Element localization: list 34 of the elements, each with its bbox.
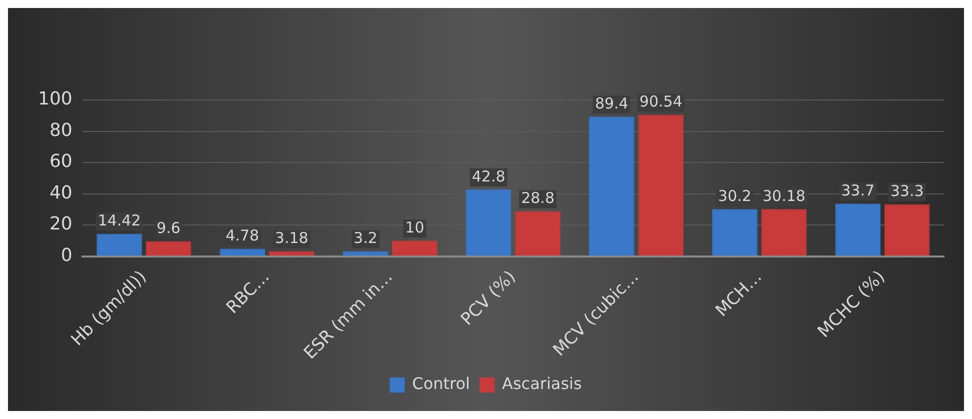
data-label: 14.42 [98, 212, 141, 230]
y-tick-label: 20 [49, 214, 72, 235]
data-label: 89.4 [594, 94, 628, 112]
data-label: 33.7 [841, 181, 875, 200]
data-label: 42.8 [472, 167, 506, 186]
bar [638, 114, 684, 256]
data-label: 3.18 [274, 229, 308, 248]
y-tick-label: 0 [60, 244, 72, 266]
bar [392, 240, 438, 256]
data-label: 3.2 [354, 229, 378, 248]
data-label: 33.3 [890, 182, 924, 200]
bar [589, 116, 634, 256]
bar [835, 204, 880, 256]
bar [712, 209, 758, 256]
y-tick-label: 80 [49, 120, 72, 141]
data-label: 28.8 [521, 189, 554, 208]
bar [515, 211, 560, 256]
data-label: 4.78 [226, 226, 260, 245]
bar [146, 241, 192, 256]
y-tick-label: 60 [49, 151, 72, 172]
legend-label: Ascariasis [502, 374, 582, 394]
bar [96, 234, 142, 256]
y-tick-label: 40 [49, 182, 72, 204]
y-tick-label: 100 [38, 88, 72, 110]
data-label: 10 [405, 218, 424, 237]
data-label: 90.54 [639, 92, 682, 111]
bar [466, 189, 512, 256]
bar [884, 204, 930, 256]
data-label: 9.6 [156, 219, 180, 238]
data-label: 30.18 [762, 186, 806, 205]
data-label: 30.2 [718, 186, 752, 205]
bar [761, 209, 807, 256]
legend-label: Control [412, 374, 470, 394]
bar [220, 248, 266, 256]
